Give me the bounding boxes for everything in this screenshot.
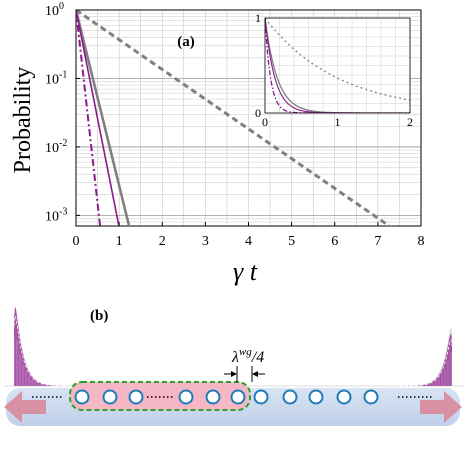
spacing-arrowhead-left (231, 371, 237, 377)
y-tick-label: 100 (45, 1, 64, 19)
panel-a-label: (a) (177, 34, 195, 50)
y-tick-label: 10-3 (45, 206, 67, 224)
excited-atoms-box (69, 381, 251, 411)
inset-tick-labels: 0 1 2 0 1 (255, 11, 413, 129)
x-tick-label: 0 (73, 234, 80, 249)
left-arrow-icon (4, 391, 46, 423)
x-tick-label: 7 (374, 234, 381, 249)
series-line-1 (76, 10, 392, 226)
series-line-3 (76, 10, 120, 226)
inset-x-tick-label: 0 (262, 115, 268, 129)
atom (363, 389, 379, 405)
y-tick-label: 10-1 (45, 69, 67, 87)
panel-b-label: (b) (90, 308, 108, 324)
inset-x-tick-label: 2 (407, 115, 413, 129)
atom (308, 389, 324, 405)
atom (74, 389, 90, 405)
inset-series-line-1 (265, 18, 410, 101)
panel-b: (b) λwg/4 (4, 306, 465, 426)
x-tick-labels: 0 1 2 3 4 5 6 7 8 (73, 222, 425, 249)
atom (336, 389, 352, 405)
pulse-envelope-curve (400, 338, 453, 387)
atom-array (74, 389, 379, 405)
series-line-2 (76, 10, 131, 226)
atom (253, 389, 269, 405)
y-tick-label: 10-2 (45, 138, 67, 156)
spacing-arrowhead-right (252, 371, 258, 377)
atom (205, 389, 221, 405)
pulse-envelope-curve (13, 314, 62, 387)
right-emitted-pulse (399, 327, 453, 387)
y-tick-labels: 100 10-1 10-2 10-3 (45, 1, 80, 224)
pulse-fill (14, 306, 62, 386)
spacing-label: λwg/4 (231, 346, 264, 366)
left-emitted-pulse (13, 306, 63, 387)
x-tick-label: 3 (202, 234, 209, 249)
y-axis-label: Probability (10, 67, 36, 174)
atom (282, 389, 298, 405)
right-arrow-icon (420, 391, 462, 423)
pulse-fill (400, 333, 452, 386)
x-tick-label: 1 (116, 234, 123, 249)
x-tick-label: 2 (159, 234, 166, 249)
x-tick-label: 8 (418, 234, 425, 249)
x-tick-label: 6 (331, 234, 338, 249)
x-axis-label: γ t (233, 257, 258, 286)
inset-frame (264, 17, 411, 114)
x-tick-label: 5 (288, 234, 295, 249)
inset-y-tick-label: 0 (255, 106, 261, 120)
main-curves (76, 10, 392, 226)
atom (128, 389, 144, 405)
atom (102, 389, 118, 405)
atom (230, 389, 246, 405)
atom (178, 389, 194, 405)
inset-x-tick-label: 1 (335, 115, 341, 129)
inset-y-tick-label: 1 (255, 11, 261, 25)
inset-plot: 0 1 2 0 1 (255, 11, 413, 129)
x-tick-label: 4 (245, 234, 252, 249)
